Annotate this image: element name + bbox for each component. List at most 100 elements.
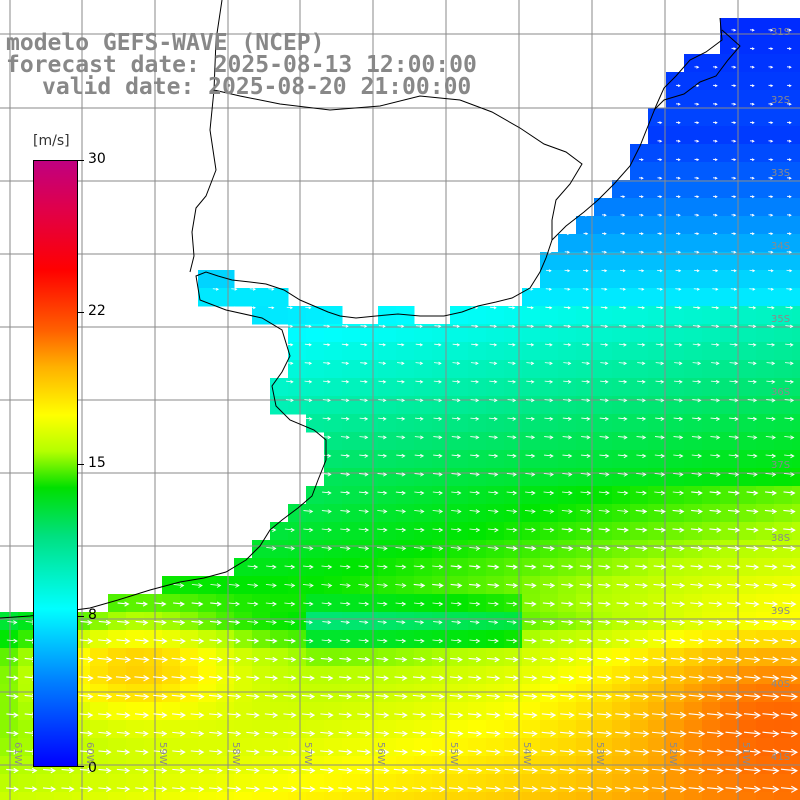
wind-speed-cell [378,774,397,793]
wind-arrow [712,213,718,217]
wind-speed-cell [684,216,703,235]
wind-arrow [542,619,556,626]
wind-speed-cell [774,540,793,559]
wind-speed-cell [720,450,739,469]
wind-speed-cell [522,360,541,379]
wind-arrow [729,416,739,421]
wind-speed-cell [792,126,800,145]
wind-arrow [135,619,149,626]
wind-arrow [6,656,19,663]
wind-arrow [265,601,277,607]
wind-arrow [304,361,313,365]
wind-speed-cell [720,270,739,289]
wind-speed-cell [522,504,541,523]
wind-arrow [749,232,755,236]
wind-speed-cell [702,666,721,685]
wind-speed-cell [756,378,775,397]
wind-speed-cell [270,576,289,595]
wind-speed-cell [738,414,757,433]
wind-speed-cell [774,666,793,685]
wind-speed-cell [702,198,721,217]
wind-arrow [134,712,150,719]
wind-arrow [304,417,313,421]
wind-speed-cell [774,216,793,235]
wind-speed-cell [288,324,307,343]
colorbar-tick [78,312,84,313]
wind-speed-cell [522,468,541,487]
wind-speed-cell [198,288,217,307]
wind-speed-cell [774,234,793,253]
wind-speed-cell [666,72,685,91]
wind-arrow [79,712,94,719]
wind-speed-cell [504,360,523,379]
wind-arrow [765,453,777,459]
wind-arrow [545,287,552,291]
wind-arrow [638,269,645,273]
wind-arrow [432,490,443,496]
wind-speed-cell [162,666,181,685]
wind-speed-cell [270,558,289,577]
wind-arrow [322,490,332,495]
wind-speed-cell [666,180,685,199]
wind-speed-cell [666,792,685,800]
wind-speed-cell [648,648,667,667]
wind-speed-cell [252,666,271,685]
wind-speed-cell [738,90,757,109]
wind-speed-cell [522,324,541,343]
wind-arrow [637,380,646,384]
wind-arrow [786,102,792,106]
wind-speed-cell [252,774,271,793]
wind-speed-cell [324,792,343,800]
wind-arrow [488,435,499,440]
wind-speed-cell [594,396,613,415]
wind-arrow [396,398,406,403]
wind-arrow [744,674,761,682]
wind-arrow [764,582,778,589]
wind-arrow [321,546,333,551]
wind-speed-cell [198,270,217,289]
wind-arrow [505,675,519,682]
wind-speed-cell [666,630,685,649]
wind-speed-cell [360,594,379,613]
wind-speed-cell [504,522,523,541]
wind-arrow [359,380,368,384]
wind-arrow [542,564,556,570]
wind-speed-cell [360,630,379,649]
wind-speed-cell [450,630,469,649]
wind-speed-cell [324,558,343,577]
wind-arrow [413,564,425,570]
wind-speed-cell [648,558,667,577]
wind-speed-cell [720,108,739,127]
wind-arrow [711,361,720,366]
wind-speed-cell [234,288,253,307]
wind-arrow [412,712,427,719]
wind-arrow [377,435,387,440]
wind-speed-cell [774,72,793,91]
latitude-label: 36S [771,387,791,398]
wind-arrow [304,398,313,403]
wind-arrow [579,582,593,589]
wind-arrow [709,508,722,515]
wind-speed-cell [630,720,649,739]
wind-speed-cell [720,54,739,73]
wind-arrow [323,361,331,365]
wind-arrow [7,620,18,625]
wind-speed-cell [720,684,739,703]
valid-date: valid date: 2025-08-20 21:00:00 [42,74,472,100]
wind-arrow [395,490,406,496]
wind-arrow [190,712,205,719]
wind-arrow [582,287,589,291]
wind-speed-cell [630,558,649,577]
wind-speed-cell [306,306,325,325]
wind-arrow [712,47,718,51]
wind-speed-cell [666,108,685,127]
wind-speed-cell [702,90,721,109]
wind-arrow [359,417,369,421]
wind-speed-cell [594,414,613,433]
wind-speed-cell [648,432,667,451]
wind-arrow [434,324,442,328]
wind-arrow [749,28,755,32]
wind-arrow [597,693,612,700]
wind-speed-cell [360,612,379,631]
wind-speed-cell [414,630,433,649]
